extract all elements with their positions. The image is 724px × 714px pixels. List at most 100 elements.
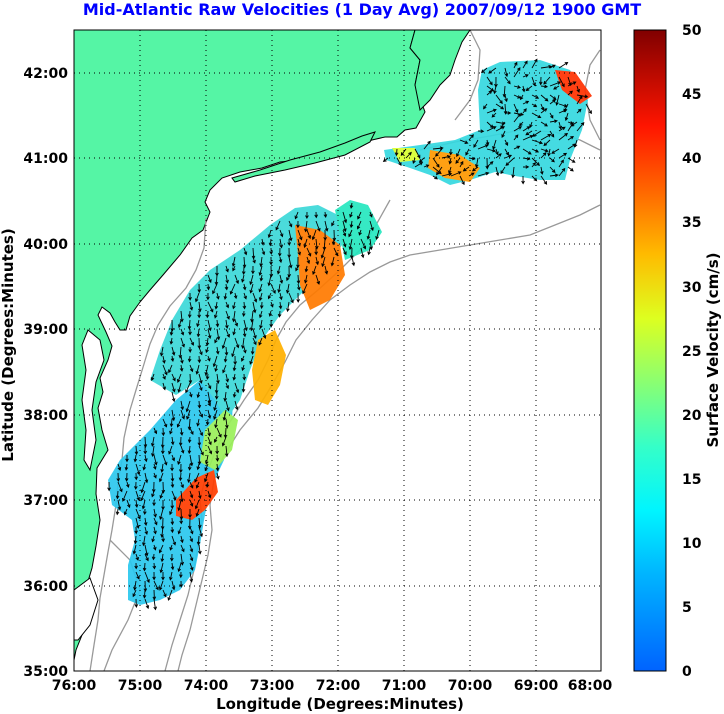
velocity-arrow (540, 94, 549, 102)
velocity-arrow (241, 364, 245, 372)
velocity-arrow (500, 121, 506, 130)
velocity-arrow (540, 121, 548, 127)
velocity-arrow (169, 328, 174, 336)
velocity-arrow (205, 373, 210, 380)
velocity-arrow (160, 526, 164, 538)
velocity-arrow (285, 283, 290, 294)
velocity-arrow (320, 247, 326, 259)
velocity-arrow (232, 328, 236, 336)
velocity-arrow (179, 427, 184, 436)
velocity-arrow (505, 111, 512, 115)
velocity-arrow (342, 220, 347, 233)
velocity-arrow (405, 151, 412, 159)
velocity-arrow (243, 319, 248, 332)
velocity-arrow (207, 274, 212, 284)
velocity-patch-northeast-red (555, 70, 592, 104)
velocity-arrow (567, 90, 573, 96)
velocity-arrow (531, 112, 542, 119)
velocity-arrow (501, 130, 506, 139)
velocity-arrow (349, 220, 354, 229)
velocity-arrow (225, 301, 230, 309)
velocity-arrow (135, 508, 141, 520)
velocity-arrow (187, 472, 191, 484)
velocity-arrow (152, 571, 156, 581)
velocity-arrow (465, 148, 470, 156)
velocity-arrow (180, 445, 185, 454)
velocity-arrow (232, 391, 237, 398)
velocity-arrow (170, 355, 175, 363)
velocity-arrow (567, 76, 572, 87)
velocity-arrow (171, 391, 176, 403)
velocity-arrow (513, 113, 521, 123)
velocity-arrow (213, 400, 218, 411)
velocity-arrow (224, 283, 229, 291)
colorbar-tick-label: 35 (682, 215, 701, 231)
colorbar-tick-label: 30 (682, 280, 702, 296)
velocity-arrow (249, 355, 254, 365)
velocity-arrow (311, 229, 317, 241)
velocity-arrow (549, 94, 557, 100)
velocity-arrow (360, 247, 365, 259)
velocity-arrow (197, 355, 202, 364)
velocity-arrow (194, 499, 200, 510)
velocity-arrow (213, 436, 218, 443)
velocity-arrow (133, 580, 137, 591)
velocity-arrow (520, 94, 524, 101)
velocity-arrow (189, 526, 194, 535)
velocity-arrow (161, 445, 165, 455)
velocity-arrows (107, 58, 592, 611)
velocity-arrow (486, 90, 493, 96)
velocity-arrow (234, 319, 239, 327)
velocity-arrow (549, 112, 554, 119)
velocity-arrow (549, 119, 558, 124)
velocity-arrow (171, 535, 177, 546)
velocity-arrow (279, 238, 284, 249)
velocity-arrow (486, 108, 497, 114)
velocity-arrow (486, 126, 497, 132)
velocity-arrow (232, 301, 236, 310)
velocity-arrow (331, 220, 335, 227)
velocity-arrow (177, 454, 182, 465)
x-tick-label: 71:00 (382, 678, 427, 694)
colorbar-tick-label: 10 (682, 536, 702, 552)
velocity-arrow (153, 508, 157, 518)
y-tick-label: 39:00 (23, 322, 68, 338)
velocity-arrow (369, 211, 373, 218)
velocity-arrow (418, 157, 425, 163)
velocity-arrow (342, 211, 348, 224)
velocity-arrow (360, 238, 367, 250)
velocity-arrow (483, 103, 488, 110)
velocity-arrow (194, 472, 200, 483)
velocity-arrow (321, 256, 326, 268)
velocity-arrow (241, 310, 246, 317)
velocity-arrow (170, 481, 175, 489)
velocity-arrow (358, 229, 362, 236)
velocity-arrow (117, 481, 123, 493)
velocity-arrow (169, 337, 174, 345)
velocity-arrow (258, 310, 263, 319)
velocity-arrow (531, 162, 537, 168)
velocity-arrow (179, 463, 183, 474)
velocity-arrow (135, 553, 140, 561)
velocity-arrow (187, 310, 192, 319)
velocity-arrow (540, 84, 549, 89)
velocity-arrow (171, 580, 176, 591)
velocity-arrow (423, 164, 430, 168)
velocity-arrow (540, 64, 553, 69)
velocity-arrow (144, 598, 150, 610)
colorbar-tick-label: 0 (682, 664, 692, 680)
velocity-arrow (162, 454, 168, 466)
velocity-arrow (197, 400, 202, 409)
velocity-arrow (259, 301, 264, 310)
velocity-patch-shelfbreak (252, 330, 286, 405)
velocity-arrow (161, 535, 166, 543)
velocity-arrow (187, 517, 192, 530)
velocity-arrow (189, 553, 194, 562)
velocity-arrow (177, 382, 182, 393)
velocity-arrow (177, 562, 182, 573)
velocity-arrow (243, 346, 247, 354)
velocity-arrow (241, 382, 246, 393)
velocity-arrow (342, 247, 347, 256)
velocity-arrow (180, 481, 184, 489)
velocity-arrow (225, 310, 230, 320)
